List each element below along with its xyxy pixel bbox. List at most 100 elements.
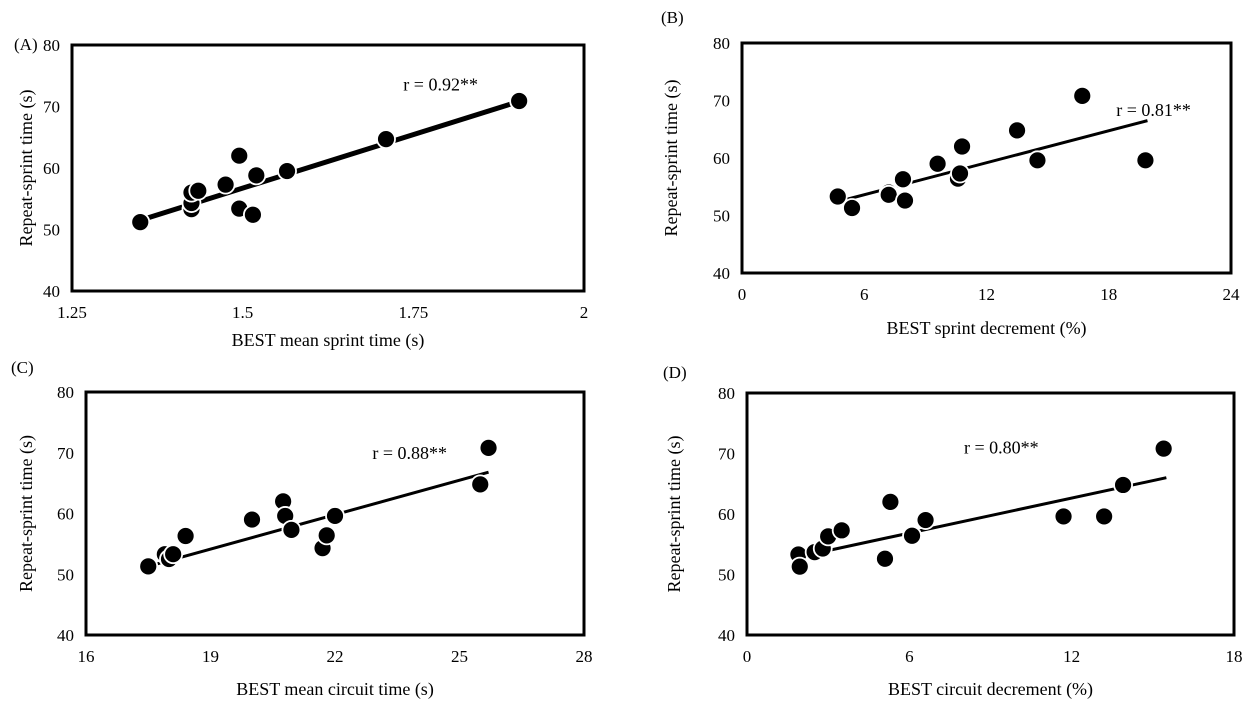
data-point (831, 520, 852, 541)
data-point (895, 190, 915, 211)
y-tick-label: 40 (43, 282, 60, 301)
data-point (376, 129, 396, 149)
chart-panel: 0 6 12 18 40 50 60 70 80 BEST circuit decrement (… (663, 363, 1243, 700)
y-tick-label: 60 (718, 505, 735, 524)
y-tick-label: 60 (43, 159, 60, 178)
data-point (243, 204, 263, 225)
y-tick-label: 40 (718, 626, 735, 645)
data-point (242, 509, 262, 530)
trendline (139, 97, 524, 223)
data-point (478, 437, 499, 458)
x-tick-label: 6 (905, 647, 914, 666)
x-tick-label: 19 (202, 647, 219, 666)
y-tick-label: 60 (57, 505, 74, 524)
data-point (827, 186, 848, 207)
data-point (789, 556, 810, 577)
y-tick-label: 70 (57, 444, 74, 463)
data-point (875, 548, 895, 569)
x-tick-label: 22 (327, 647, 344, 666)
y-tick-label: 50 (718, 566, 735, 585)
y-tick-label: 70 (713, 92, 730, 111)
y-tick-label: 80 (57, 383, 74, 402)
data-point (880, 491, 901, 512)
y-tick-label: 80 (713, 34, 730, 53)
x-tick-label: 18 (1226, 647, 1243, 666)
panel-label: (B) (661, 8, 684, 27)
y-tick-label: 40 (713, 264, 730, 283)
data-point (893, 169, 913, 190)
data-point (1153, 438, 1174, 459)
plot-frame (84, 390, 586, 637)
data-point (509, 91, 530, 111)
data-point (915, 510, 936, 530)
data-point (1027, 150, 1048, 171)
data-point (1135, 150, 1156, 171)
y-tick-label: 70 (718, 445, 735, 464)
x-tick-label: 1.75 (398, 303, 428, 322)
x-tick-label: 24 (1223, 285, 1241, 304)
y-axis-label: Repeat-sprint time (s) (16, 90, 37, 247)
data-point (1072, 86, 1093, 106)
data-point (470, 474, 491, 495)
x-tick-label: 6 (860, 285, 869, 304)
x-tick-label: 25 (451, 647, 468, 666)
chart-panel: 1.25 1.5 1.75 2 40 50 60 70 80 BEST mean sprint t… (14, 35, 588, 351)
data-point (952, 136, 972, 157)
x-axis-label: BEST circuit decrement (%) (888, 679, 1093, 700)
x-axis-label: BEST mean sprint time (s) (232, 330, 425, 351)
data-point (316, 525, 337, 546)
x-axis-label: BEST mean circuit time (s) (236, 679, 434, 700)
correlation-annotation: r = 0.80** (964, 438, 1039, 458)
data-point (325, 506, 345, 526)
x-tick-label: 2 (580, 303, 589, 322)
data-point (246, 165, 267, 186)
x-tick-label: 1.25 (57, 303, 87, 322)
correlation-annotation: r = 0.81** (1116, 100, 1191, 120)
data-point (163, 544, 184, 565)
data-point (215, 174, 236, 195)
data-point (1053, 506, 1074, 527)
data-point (229, 145, 250, 166)
x-axis-label: BEST sprint decrement (%) (886, 318, 1086, 339)
plot-frame (70, 43, 586, 293)
data-point (842, 198, 862, 218)
panel-label: (A) (14, 35, 38, 54)
y-tick-label: 60 (713, 149, 730, 168)
data-point (175, 526, 196, 546)
data-point (277, 161, 297, 181)
data-point (878, 184, 899, 205)
data-point (1113, 475, 1133, 495)
chart-panel: 16 19 22 25 28 40 50 60 70 80 BEST mean circuit ti… (11, 358, 593, 700)
panel-label: (D) (663, 363, 687, 382)
chart-panel: 0 6 12 18 24 40 50 60 70 80 BEST sprint decrement … (661, 8, 1240, 339)
y-tick-label: 70 (43, 98, 60, 117)
data-point (1007, 120, 1027, 141)
correlation-annotation: r = 0.92** (403, 75, 478, 95)
trendline (152, 470, 489, 567)
x-tick-label: 12 (1063, 647, 1080, 666)
trendline (800, 476, 1167, 558)
y-axis-label: Repeat-sprint time (s) (664, 436, 685, 593)
y-axis-label: Repeat-sprint time (s) (661, 80, 682, 237)
data-point (130, 212, 151, 233)
y-tick-label: 80 (718, 384, 735, 403)
data-point (927, 153, 948, 174)
x-tick-label: 0 (738, 285, 747, 304)
plot-frame (745, 391, 1236, 637)
y-tick-label: 50 (57, 565, 74, 584)
x-tick-label: 0 (743, 647, 752, 666)
y-axis-label: Repeat-sprint time (s) (16, 435, 37, 592)
panel-label: (C) (11, 358, 34, 377)
data-point (138, 556, 159, 577)
correlation-annotation: r = 0.88** (372, 443, 447, 463)
x-tick-label: 28 (576, 647, 593, 666)
plot-frame (740, 41, 1233, 275)
x-tick-label: 18 (1100, 285, 1117, 304)
data-point (950, 163, 970, 184)
y-tick-label: 80 (43, 36, 60, 55)
data-point (281, 520, 302, 540)
x-tick-label: 1.5 (232, 303, 253, 322)
data-point (902, 525, 922, 546)
y-tick-label: 50 (43, 221, 60, 240)
